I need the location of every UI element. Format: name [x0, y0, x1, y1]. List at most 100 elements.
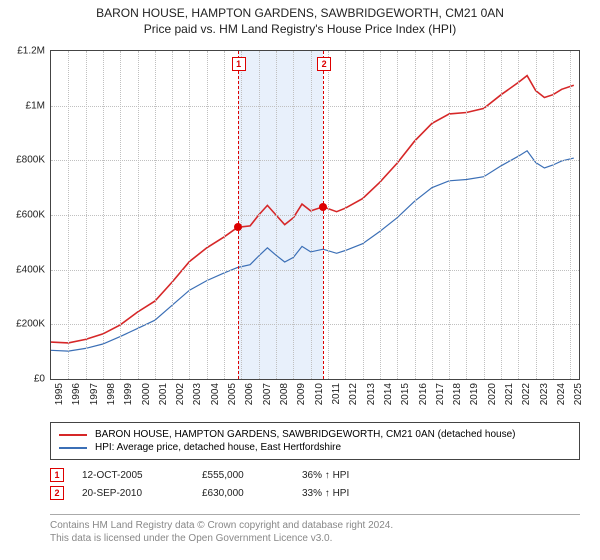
x-axis-label: 2021	[504, 383, 515, 405]
footer-line2: This data is licensed under the Open Gov…	[50, 532, 580, 545]
grid-line-v	[207, 51, 208, 379]
grid-line-v	[241, 51, 242, 379]
legend-label: HPI: Average price, detached house, East…	[95, 442, 341, 453]
grid-line-v	[518, 51, 519, 379]
x-axis-label: 2000	[141, 383, 152, 405]
sale-hpi: 36% ↑ HPI	[302, 470, 349, 481]
title-line1: BARON HOUSE, HAMPTON GARDENS, SAWBRIDGEW…	[0, 6, 600, 20]
x-axis-label: 2001	[158, 383, 169, 405]
marker-label-box: 2	[317, 57, 331, 71]
x-axis-label: 1998	[106, 383, 117, 405]
x-axis-label: 2013	[366, 383, 377, 405]
y-axis-label: £600K	[3, 210, 45, 221]
grid-line-v	[415, 51, 416, 379]
grid-line-v	[293, 51, 294, 379]
x-axis-label: 2024	[556, 383, 567, 405]
y-axis-label: £0	[3, 374, 45, 385]
chart-container: BARON HOUSE, HAMPTON GARDENS, SAWBRIDGEW…	[0, 0, 600, 560]
marker-line	[238, 51, 239, 379]
legend-label: BARON HOUSE, HAMPTON GARDENS, SAWBRIDGEW…	[95, 429, 515, 440]
marker-dot	[234, 223, 242, 231]
sale-marker-box: 2	[50, 486, 64, 500]
grid-line-v	[224, 51, 225, 379]
x-axis-label: 2014	[383, 383, 394, 405]
title-line2: Price paid vs. HM Land Registry's House …	[0, 22, 600, 36]
grid-line-v	[311, 51, 312, 379]
grid-line-v	[155, 51, 156, 379]
grid-line-v	[189, 51, 190, 379]
sale-row: 1 12-OCT-2005 £555,000 36% ↑ HPI	[50, 468, 349, 482]
grid-line-h	[51, 215, 579, 216]
grid-line-v	[345, 51, 346, 379]
x-axis-label: 2004	[210, 383, 221, 405]
grid-line-v	[380, 51, 381, 379]
y-axis-label: £1M	[3, 100, 45, 111]
y-axis-label: £200K	[3, 319, 45, 330]
grid-line-v	[449, 51, 450, 379]
y-axis-label: £400K	[3, 264, 45, 275]
x-axis-label: 2016	[418, 383, 429, 405]
grid-line-v	[363, 51, 364, 379]
x-axis-label: 2008	[279, 383, 290, 405]
sale-hpi: 33% ↑ HPI	[302, 488, 349, 499]
legend-item: BARON HOUSE, HAMPTON GARDENS, SAWBRIDGEW…	[59, 429, 571, 440]
x-axis-label: 2011	[331, 383, 342, 405]
sale-date: 20-SEP-2010	[82, 488, 202, 499]
y-axis-label: £1.2M	[3, 46, 45, 57]
grid-line-v	[466, 51, 467, 379]
grid-line-v	[259, 51, 260, 379]
x-axis-label: 2022	[521, 383, 532, 405]
footer: Contains HM Land Registry data © Crown c…	[50, 514, 580, 545]
x-axis-label: 2018	[452, 383, 463, 405]
x-axis-label: 2009	[296, 383, 307, 405]
x-axis-label: 1997	[89, 383, 100, 405]
marker-dot	[319, 203, 327, 211]
grid-line-v	[553, 51, 554, 379]
grid-line-h	[51, 270, 579, 271]
x-axis-label: 2006	[244, 383, 255, 405]
grid-line-v	[501, 51, 502, 379]
sale-price: £555,000	[202, 470, 302, 481]
marker-label-box: 1	[232, 57, 246, 71]
grid-line-v	[432, 51, 433, 379]
grid-line-v	[86, 51, 87, 379]
x-axis-label: 1996	[71, 383, 82, 405]
x-axis-label: 1999	[123, 383, 134, 405]
x-axis-label: 1995	[54, 383, 65, 405]
x-axis-label: 2020	[487, 383, 498, 405]
x-axis-label: 2023	[539, 383, 550, 405]
title-block: BARON HOUSE, HAMPTON GARDENS, SAWBRIDGEW…	[0, 0, 600, 36]
series-hpi	[51, 151, 574, 351]
grid-line-v	[570, 51, 571, 379]
legend-swatch	[59, 447, 87, 449]
y-axis-label: £800K	[3, 155, 45, 166]
x-axis-label: 2017	[435, 383, 446, 405]
sale-row: 2 20-SEP-2010 £630,000 33% ↑ HPI	[50, 486, 349, 500]
legend-item: HPI: Average price, detached house, East…	[59, 442, 571, 453]
sale-price: £630,000	[202, 488, 302, 499]
x-axis-label: 2025	[573, 383, 584, 405]
marker-line	[323, 51, 324, 379]
grid-line-v	[120, 51, 121, 379]
grid-line-v	[397, 51, 398, 379]
grid-line-h	[51, 160, 579, 161]
grid-line-v	[103, 51, 104, 379]
sale-marker-box: 1	[50, 468, 64, 482]
grid-line-v	[172, 51, 173, 379]
grid-line-v	[138, 51, 139, 379]
grid-line-h	[51, 324, 579, 325]
grid-line-h	[51, 106, 579, 107]
grid-line-v	[68, 51, 69, 379]
x-axis-label: 2012	[348, 383, 359, 405]
x-axis-label: 2003	[192, 383, 203, 405]
x-axis-label: 2005	[227, 383, 238, 405]
grid-line-v	[484, 51, 485, 379]
grid-line-v	[276, 51, 277, 379]
sales-block: 1 12-OCT-2005 £555,000 36% ↑ HPI 2 20-SE…	[50, 464, 349, 504]
series-property	[51, 76, 574, 343]
chart-plot-area: £0£200K£400K£600K£800K£1M£1.2M1995199619…	[50, 50, 580, 380]
x-axis-label: 2010	[314, 383, 325, 405]
x-axis-label: 2007	[262, 383, 273, 405]
grid-line-v	[536, 51, 537, 379]
legend: BARON HOUSE, HAMPTON GARDENS, SAWBRIDGEW…	[50, 422, 580, 460]
